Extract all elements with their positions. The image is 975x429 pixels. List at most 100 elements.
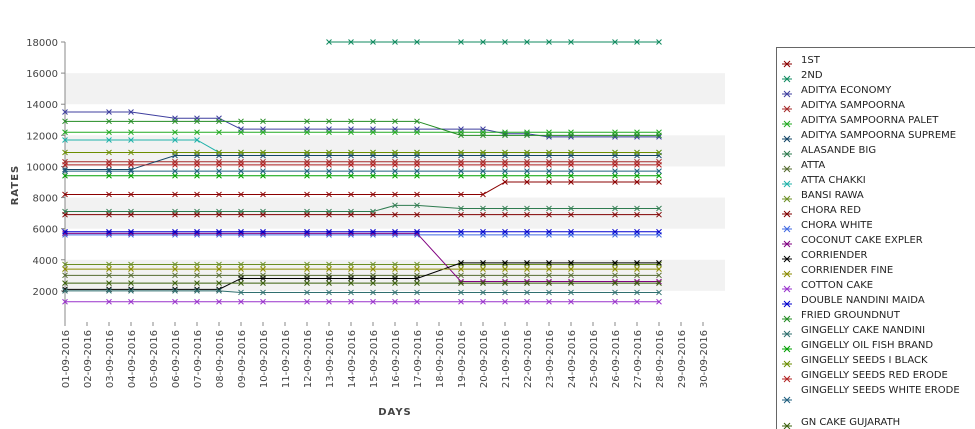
data-point: [326, 191, 332, 198]
data-point: [634, 266, 640, 272]
data-point: [106, 168, 112, 174]
data-point: [546, 168, 552, 174]
data-point: [612, 260, 618, 266]
data-point: [480, 172, 486, 179]
data-point: [392, 261, 398, 268]
data-point: [458, 280, 464, 286]
data-point: [326, 172, 332, 179]
data-point: [414, 266, 420, 272]
y-axis-title: RATES: [10, 165, 21, 206]
data-point: [304, 149, 310, 156]
data-point: [326, 162, 332, 168]
data-point: [62, 211, 68, 218]
data-point: [128, 261, 134, 268]
x-tick-label: 11-09-2016: [281, 330, 292, 388]
data-point: [634, 289, 640, 296]
grid-band: [65, 197, 725, 229]
data-point: [348, 280, 354, 286]
data-point: [414, 280, 420, 286]
data-point: [62, 266, 68, 272]
data-point: [656, 289, 662, 296]
legend-marker: [781, 355, 793, 368]
data-point: [634, 205, 640, 212]
data-point: [216, 172, 222, 179]
data-point: [458, 266, 464, 272]
data-point: [414, 289, 420, 296]
data-point: [502, 298, 508, 305]
data-point: [546, 179, 552, 185]
legend-label: 2ND: [801, 70, 823, 81]
data-point: [370, 280, 376, 286]
legend-marker: [781, 280, 793, 293]
x-tick-label: 03-09-2016: [105, 330, 116, 388]
data-point: [414, 191, 420, 198]
data-point: [414, 129, 420, 136]
data-point: [524, 211, 530, 218]
data-point: [370, 298, 376, 305]
data-point: [62, 109, 68, 115]
data-point: [304, 275, 310, 282]
data-point: [304, 118, 310, 125]
data-point: [260, 211, 266, 218]
y-tick-label: 4000: [33, 256, 58, 267]
legend-marker: [781, 100, 793, 113]
data-point: [480, 39, 486, 45]
legend-label: CORRIENDER: [801, 250, 868, 261]
grid-band: [65, 73, 725, 105]
data-point: [106, 149, 112, 156]
data-point: [414, 261, 420, 268]
data-point: [194, 228, 200, 235]
legend-marker: [781, 190, 793, 203]
data-point: [392, 280, 398, 286]
data-point: [348, 168, 354, 174]
x-tick-label: 17-09-2016: [413, 330, 424, 388]
data-point: [480, 149, 486, 156]
data-point: [172, 211, 178, 218]
data-point: [370, 168, 376, 174]
x-tick-label: 02-09-2016: [83, 330, 94, 388]
data-point: [106, 172, 112, 179]
data-point: [128, 149, 134, 156]
data-point: [502, 39, 508, 45]
data-point: [348, 228, 354, 235]
data-point: [568, 162, 574, 168]
legend-marker: [781, 160, 793, 173]
x-axis: 01-09-2016 02-09-2016 03-09-2016 04-09-2016…: [61, 322, 710, 388]
data-point: [656, 132, 662, 139]
x-tick-label: 06-09-2016: [171, 330, 182, 388]
data-point: [612, 168, 618, 174]
y-tick-label: 10000: [26, 162, 58, 173]
data-point: [568, 149, 574, 156]
data-point: [546, 272, 552, 279]
data-point: [326, 168, 332, 174]
data-point: [172, 228, 178, 235]
legend-label: CHORA WHITE: [801, 220, 873, 231]
data-point: [370, 129, 376, 136]
data-point: [634, 228, 640, 235]
data-point: [656, 211, 662, 218]
legend-label: ALASANDE BIG: [801, 145, 877, 156]
data-point: [568, 39, 574, 45]
data-point: [502, 172, 508, 179]
data-point: [216, 272, 222, 279]
legend-marker: [781, 295, 793, 308]
data-point: [194, 280, 200, 286]
data-point: [502, 260, 508, 266]
data-point: [480, 260, 486, 266]
data-point: [260, 149, 266, 156]
data-point: [612, 39, 618, 45]
data-point: [304, 298, 310, 305]
data-point: [502, 162, 508, 168]
data-point: [480, 191, 486, 198]
legend-label: GINGELLY CAKE NANDINI: [801, 325, 926, 336]
data-point: [172, 118, 178, 125]
data-point: [458, 162, 464, 168]
data-point: [216, 129, 222, 136]
data-point: [370, 266, 376, 272]
legend-label: FRIED GROUNDNUT: [801, 310, 900, 321]
data-point: [348, 298, 354, 305]
data-point: [568, 132, 574, 139]
data-point: [260, 266, 266, 272]
legend-label: ATTA: [801, 160, 826, 171]
data-point: [238, 172, 244, 179]
